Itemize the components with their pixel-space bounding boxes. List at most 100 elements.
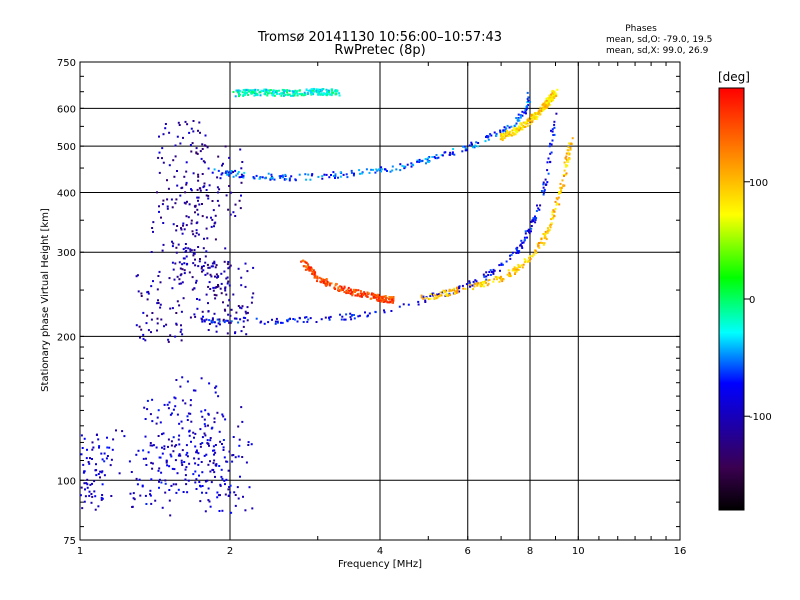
scatter-point — [238, 444, 241, 447]
scatter-point — [91, 495, 94, 498]
scatter-point — [184, 120, 187, 123]
scatter-point — [160, 318, 163, 321]
scatter-point — [164, 482, 167, 485]
scatter-point — [446, 293, 449, 296]
scatter-point — [197, 196, 200, 199]
scatter-point — [532, 220, 535, 223]
scatter-point — [392, 299, 395, 302]
scatter-point — [230, 308, 233, 311]
scatter-point — [147, 451, 150, 454]
scatter-point — [547, 227, 549, 230]
scatter-point — [276, 90, 279, 93]
scatter-point — [225, 277, 228, 280]
scatter-point — [236, 91, 239, 94]
scatter-point — [84, 495, 87, 498]
scatter-point — [276, 320, 279, 323]
scatter-point — [372, 296, 375, 298]
scatter-point — [223, 270, 226, 273]
scatter-point — [265, 176, 267, 179]
scatter-point — [211, 265, 214, 268]
scatter-point — [179, 454, 182, 457]
scatter-point — [555, 95, 558, 97]
scatter-point — [271, 177, 274, 180]
scatter-point — [549, 226, 552, 229]
scatter-point — [499, 131, 502, 134]
scatter-point — [198, 121, 201, 124]
scatter-point — [244, 88, 247, 91]
scatter-point — [541, 106, 544, 109]
scatter-point — [315, 89, 318, 92]
scatter-point — [181, 268, 184, 271]
scatter-point — [207, 487, 210, 490]
scatter-point — [401, 164, 404, 167]
scatter-point — [322, 92, 325, 95]
scatter-point — [563, 169, 566, 172]
scatter-point — [546, 231, 549, 234]
scatter-point — [219, 177, 222, 180]
scatter-point — [380, 299, 383, 302]
scatter-point — [158, 151, 161, 154]
scatter-point — [555, 203, 558, 206]
scatter-point — [171, 467, 174, 470]
scatter-point — [525, 105, 528, 108]
scatter-point — [338, 92, 341, 95]
scatter-point — [492, 268, 495, 271]
scatter-point — [212, 449, 214, 452]
scatter-point — [186, 415, 189, 418]
scatter-point — [103, 460, 106, 463]
scatter-point — [196, 307, 199, 310]
scatter-point — [201, 270, 203, 273]
scatter-point — [180, 227, 182, 230]
scatter-point — [535, 118, 538, 121]
scatter-point — [178, 443, 181, 446]
scatter-point — [185, 215, 188, 218]
scatter-point — [323, 173, 326, 176]
scatter-point — [201, 471, 204, 474]
scatter-point — [439, 291, 442, 294]
scatter-point — [474, 144, 477, 147]
scatter-point — [171, 261, 174, 264]
scatter-point — [456, 289, 459, 291]
scatter-point — [224, 247, 227, 250]
scatter-point — [346, 176, 349, 179]
scatter-point — [321, 88, 324, 91]
scatter-point — [171, 307, 174, 310]
scatter-point — [190, 420, 193, 423]
scatter-point — [434, 157, 437, 160]
scatter-point — [420, 294, 423, 297]
scatter-point — [100, 496, 103, 499]
scatter-point — [166, 205, 169, 208]
scatter-point — [144, 418, 147, 420]
scatter-point — [237, 171, 240, 173]
scatter-point — [546, 161, 549, 164]
scatter-point — [381, 298, 384, 301]
scatter-point — [91, 482, 93, 485]
scatter-point — [161, 157, 163, 160]
scatter-point — [137, 290, 140, 293]
scatter-point — [412, 164, 415, 167]
scatter-point — [132, 492, 135, 495]
scatter-point — [357, 315, 360, 318]
scatter-point — [506, 129, 508, 132]
scatter-point — [93, 480, 96, 483]
scatter-point — [253, 94, 256, 97]
scatter-point — [456, 290, 459, 293]
scatter-point — [386, 170, 388, 172]
scatter-point — [202, 160, 205, 163]
scatter-point — [147, 292, 150, 295]
y-tick-label: 200 — [57, 332, 76, 343]
scatter-point — [185, 263, 188, 266]
scatter-point — [142, 311, 145, 314]
scatter-point — [89, 457, 91, 460]
scatter-point — [243, 171, 246, 174]
scatter-point — [244, 509, 247, 512]
scatter-point — [95, 469, 98, 472]
scatter-point — [207, 329, 210, 331]
scatter-point — [306, 320, 309, 323]
scatter-point — [442, 291, 445, 294]
scatter-point — [158, 456, 161, 459]
scatter-point — [81, 447, 84, 449]
scatter-point — [523, 238, 526, 241]
scatter-point — [172, 223, 175, 226]
scatter-point — [389, 298, 392, 301]
